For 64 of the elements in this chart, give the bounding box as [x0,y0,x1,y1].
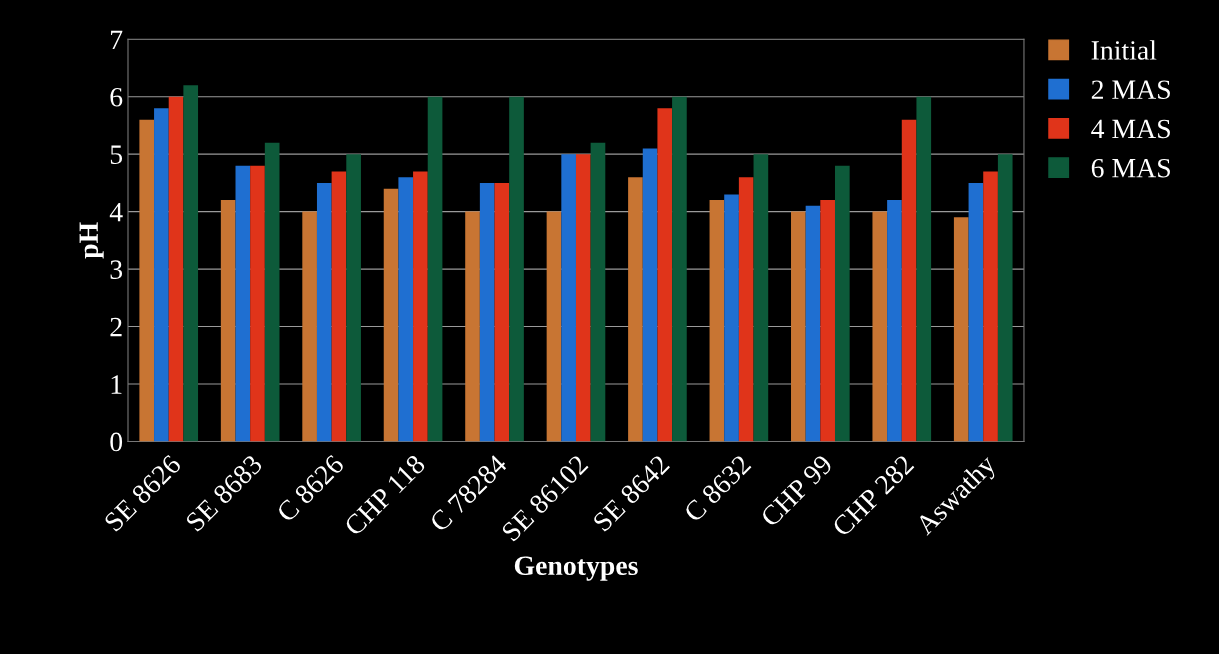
x-tick-label: CHP 282 [831,454,915,538]
bar [901,119,917,442]
legend-label: 4 MAS [1091,119,1170,139]
y-tick-label: 5 [110,145,123,165]
bar [953,217,969,442]
bar [791,211,806,442]
bar [264,142,280,442]
bar [997,154,1013,442]
bar [628,177,643,442]
bar [805,205,821,442]
x-tick-label: SE 8642 [592,454,671,533]
x-axis-title: Genotypes [514,556,638,581]
bar [220,200,236,442]
x-tick-label: SE 8683 [184,453,264,533]
bar [302,211,317,442]
bar [398,177,414,442]
bar [413,171,428,442]
bar [872,211,888,442]
x-tick-label: CHP 118 [343,453,427,537]
x-tick-label: CHP 99 [759,453,834,528]
bar [724,194,739,442]
bar [383,188,399,442]
bar [916,96,932,442]
y-tick-label: 6 [110,87,123,107]
legend-label: 6 MAS [1091,158,1170,178]
bar [250,165,265,442]
bar [575,154,591,442]
bar [509,96,524,442]
legend-label: 2 MAS [1091,80,1170,100]
bar [546,211,562,442]
y-tick-label: 7 [111,30,123,49]
x-tick-label: C 8632 [682,454,752,523]
bar [427,96,443,442]
bar [168,96,184,442]
bar [494,182,510,442]
y-tick-label: 3 [110,260,123,279]
bar [738,177,754,442]
bar [968,182,984,442]
bar [642,148,658,442]
bar [657,108,673,442]
legend-label: Initial [1091,40,1157,60]
bar [479,182,495,442]
bar [983,171,998,442]
bar [139,119,155,442]
bar [590,142,606,442]
bar [316,182,332,442]
bar [154,108,169,442]
bar [346,154,361,442]
bar [887,200,902,442]
y-tick-label: 1 [111,375,122,394]
bar [183,85,199,442]
bar [465,211,480,442]
bar [672,96,687,442]
y-tick-label: 0 [110,432,123,452]
bar [753,154,769,442]
bar [235,165,251,442]
y-axis-title: pH [79,222,104,259]
bar [709,200,725,442]
bar [820,200,835,442]
bar [331,171,347,442]
bar [834,165,850,442]
y-tick-label: 2 [110,317,122,337]
y-tick-label: 4 [109,202,123,222]
bar [561,154,576,442]
